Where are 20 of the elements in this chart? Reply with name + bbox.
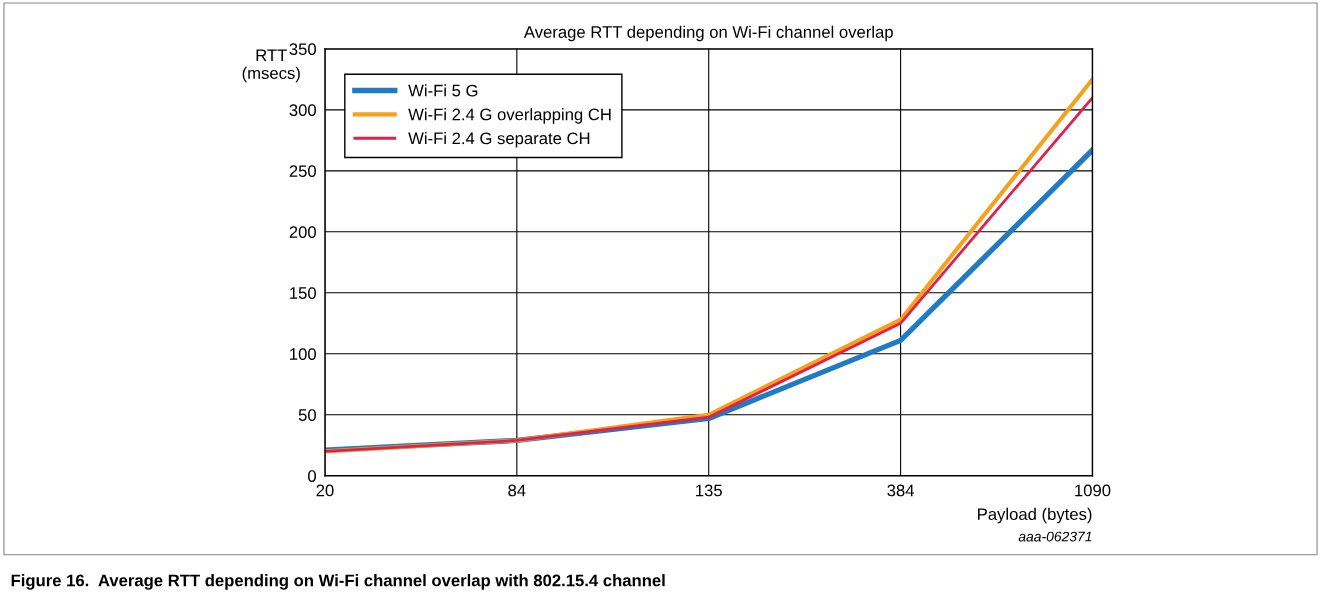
- y-tick-label: 100: [290, 348, 316, 360]
- chart-title: Average RTT depending on Wi-Fi channel overlap: [523, 25, 893, 42]
- y-tick-label: 200: [289, 226, 316, 239]
- legend-label: Wi-Fi 2.4 G separate CH: [408, 131, 590, 148]
- legend-label: Wi-Fi 5 G: [408, 84, 478, 97]
- legend-label: Wi-Fi 2.4 G overlapping CH: [408, 108, 611, 124]
- y-tick-label: 150: [290, 287, 316, 299]
- x-tick-label: 84: [508, 484, 526, 497]
- caption: Figure 16. Average RTT depending on Wi-Fi channel overlap with 802.15.4 channel: [11, 574, 665, 590]
- y-tick-label: 300: [289, 104, 316, 117]
- text: aaa-062371: [1018, 531, 1092, 542]
- y-tick-label: 50: [298, 409, 316, 421]
- y-tick-label: 250: [289, 165, 316, 178]
- x-tick-label: 1090: [1075, 484, 1111, 497]
- x-tick-label: 135: [696, 484, 722, 497]
- y-tick-label: 0: [308, 470, 316, 482]
- x-axis-title: Payload (bytes): [978, 507, 1092, 524]
- y-tick-label: 350: [289, 43, 316, 56]
- x-tick-label: 20: [316, 484, 334, 497]
- x-tick-label: 384: [887, 484, 915, 497]
